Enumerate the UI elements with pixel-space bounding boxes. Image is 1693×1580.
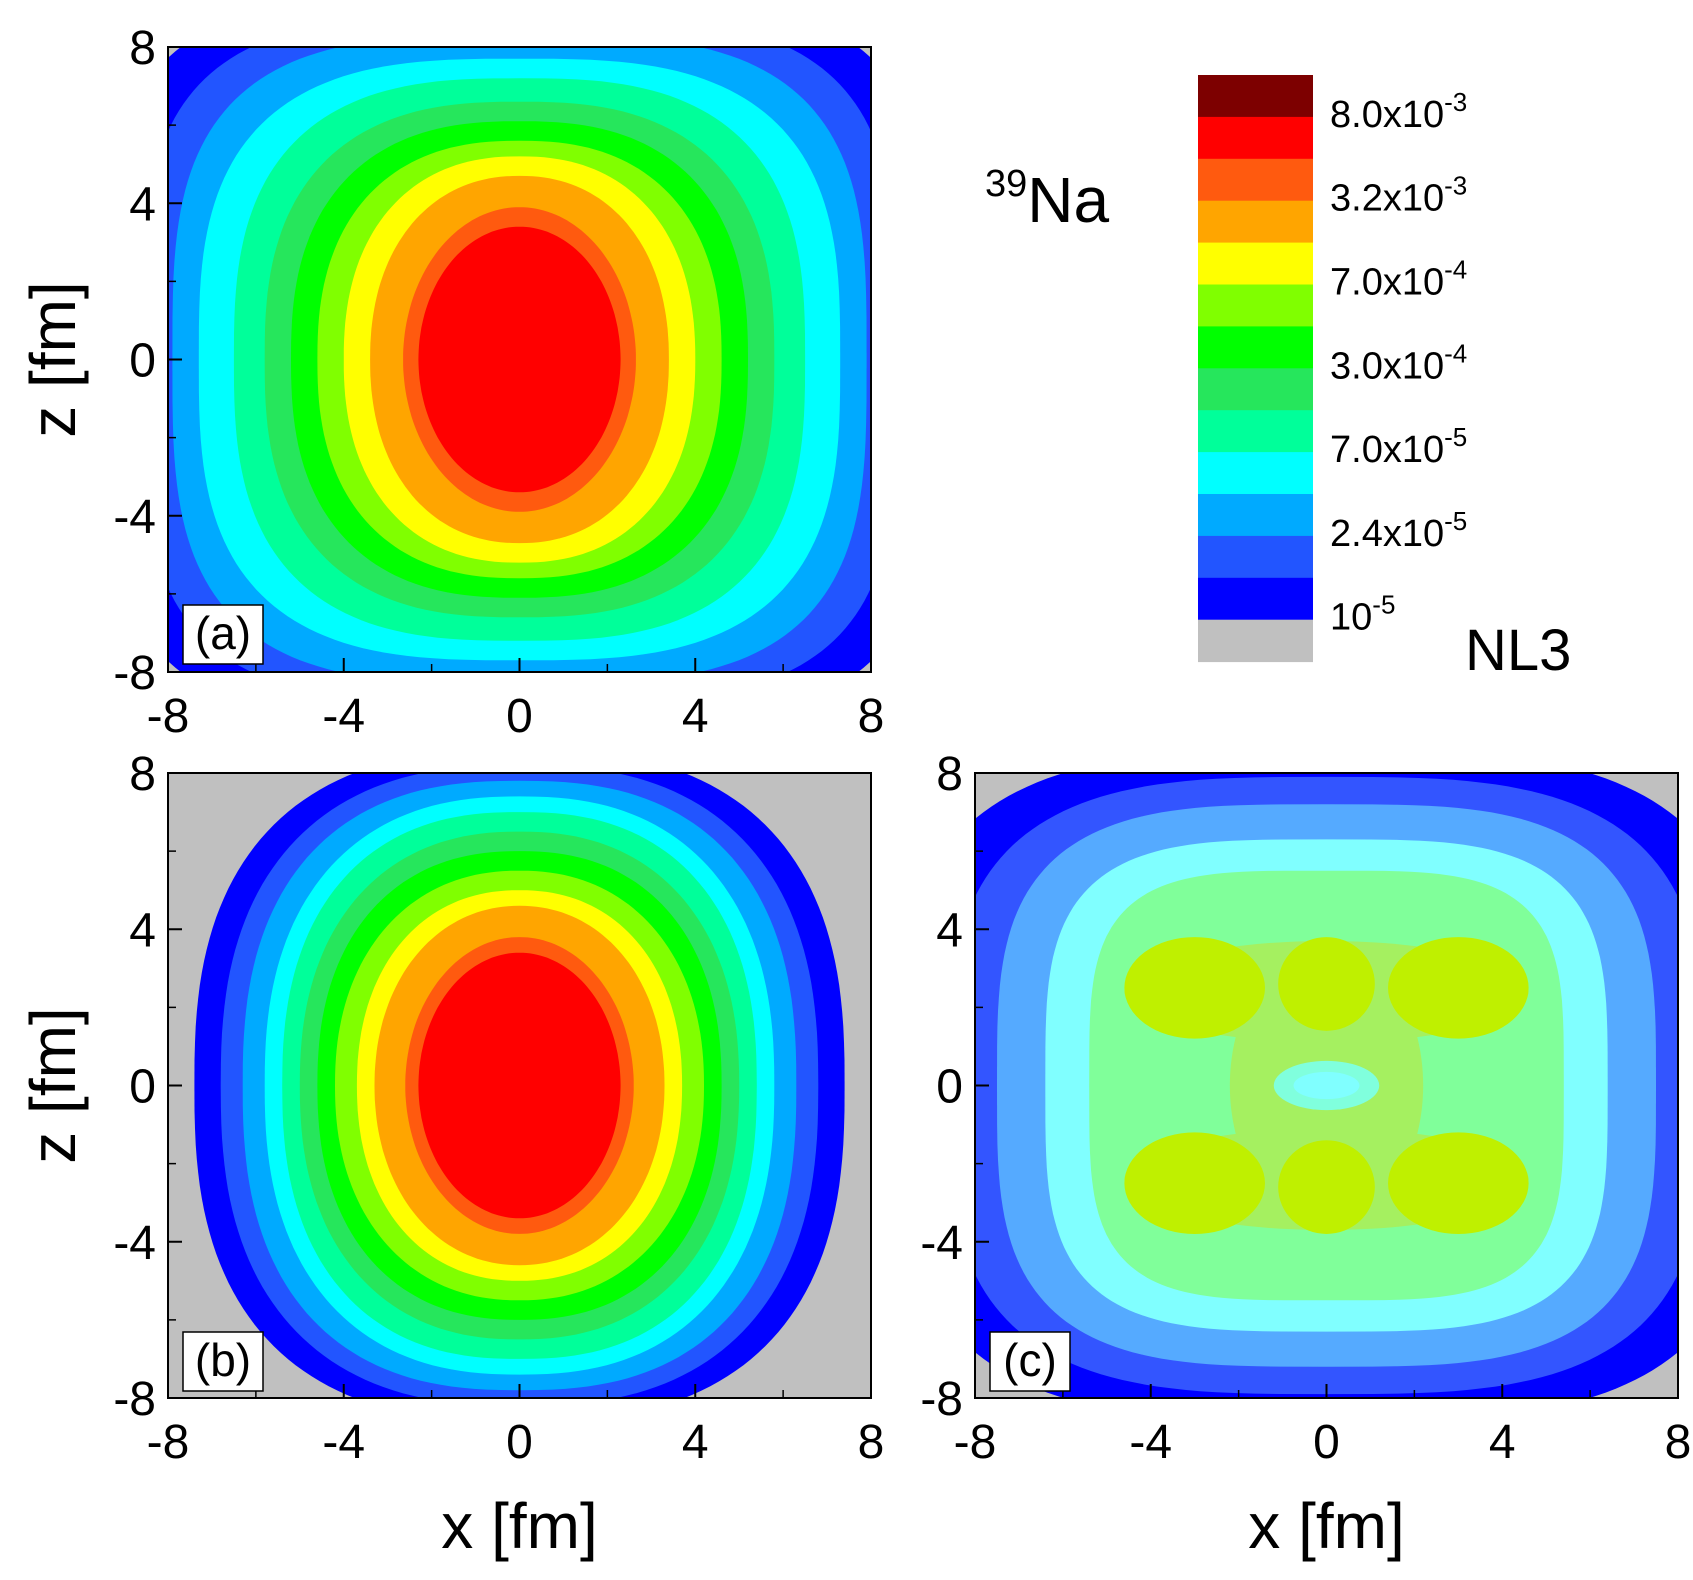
y-tick-label: -4 [920,1217,963,1270]
x-tick-label: 4 [682,690,709,743]
nucleus-label: 39Na [985,163,1110,236]
colorbar-label-10: 2.4x10-5 [1330,506,1467,555]
x-tick-label: -4 [1129,1416,1172,1469]
y-tick-label: 8 [129,748,156,801]
colorbar-label-8: 7.0x10-5 [1330,422,1467,471]
x-tick-label: 0 [506,690,533,743]
x-tick-label: 8 [858,690,885,743]
y-tick-label: 8 [129,22,156,75]
center-minimum [1293,1071,1360,1100]
contour-band-core [418,952,621,1219]
colorbar-swatch-9 [1198,452,1313,495]
colorbar-swatch-8 [1198,410,1313,453]
colorbar-swatch-12 [1198,577,1313,621]
y-tick-label: -8 [113,1373,156,1426]
y-tick-label: 4 [129,178,156,231]
colorbar-swatch-3 [1198,200,1313,244]
y-tick-label: -8 [113,647,156,700]
density-lobe-2 [1388,937,1529,1039]
panel-a: -8-8 -4 -4 0 0 4 4 8 8 z [fm] (a) [17,22,884,743]
colorbar-swatch-5 [1198,284,1313,327]
x-tick-label: 8 [858,1416,885,1469]
panel-c-label: (c) [1003,1334,1057,1386]
y-tick-label: -8 [920,1373,963,1426]
density-lobe-4 [1278,1140,1375,1234]
density-lobe-1 [1278,937,1375,1031]
x-tick-label: 0 [506,1416,533,1469]
colorbar-label-12: 10-5 [1330,590,1395,639]
colorbar-label-4: 7.0x10-4 [1330,255,1467,304]
panel-a-contours [168,47,871,672]
panel-c-axes: -8-8 -4 -4 0 0 4 4 8 8 x [fm] [920,748,1691,1562]
x-axis-label: x [fm] [441,1490,597,1562]
x-tick-label: 8 [1665,1416,1692,1469]
panel-c-contours [975,773,1678,1398]
density-lobe-0 [1124,937,1265,1039]
colorbar-label-0: 8.0x10-3 [1330,87,1467,136]
colorbar-label-6: 3.0x10-4 [1330,338,1467,387]
panel-a-axes: -8-8 -4 -4 0 0 4 4 8 8 z [fm] [17,22,884,743]
panel-b-label: (b) [195,1334,251,1386]
x-tick-label: 4 [682,1416,709,1469]
contour-band-core [418,226,621,493]
nucleus-mass: 39 [985,163,1027,205]
colorbar-swatch-6 [1198,326,1313,369]
y-tick-label: 4 [936,904,963,957]
colorbar-swatch-1 [1198,116,1313,160]
y-tick-label: 8 [936,748,963,801]
x-tick-label: -8 [147,690,190,743]
y-tick-label: 4 [129,904,156,957]
panel-b-contours [168,773,871,1398]
y-axis-label: z [fm] [17,281,89,437]
y-tick-label: -4 [113,491,156,544]
panel-b: -8-8 -4 -4 0 0 4 4 8 8 x [fm] z [fm] (b) [17,748,884,1562]
colorbar-swatch-4 [1198,242,1313,285]
x-tick-label: -8 [954,1416,997,1469]
density-lobe-3 [1124,1132,1265,1234]
x-axis-label: x [fm] [1248,1490,1404,1562]
panel-b-label-box: (b) [182,1331,264,1392]
x-tick-label: -8 [147,1416,190,1469]
x-tick-label: -4 [322,690,365,743]
panel-b-axes: -8-8 -4 -4 0 0 4 4 8 8 x [fm] z [fm] [17,748,884,1562]
colorbar-swatch-10 [1198,494,1313,537]
colorbar-swatch-11 [1198,535,1313,579]
y-tick-label: 0 [129,335,156,388]
y-axis-label: z [fm] [17,1007,89,1163]
x-tick-label: 4 [1489,1416,1516,1469]
panel-a-label: (a) [195,607,251,659]
colorbar-swatch-2 [1198,158,1313,202]
density-lobe-5 [1388,1132,1529,1234]
nucleus-symbol: Na [1027,164,1109,236]
x-tick-label: 0 [1313,1416,1340,1469]
panel-c-label-box: (c) [989,1331,1071,1392]
panel-c: -8-8 -4 -4 0 0 4 4 8 8 x [fm] (c) [920,748,1691,1562]
panel-a-label-box: (a) [182,604,264,665]
y-tick-label: 0 [129,1061,156,1114]
colorbar-swatch-7 [1198,368,1313,411]
y-tick-label: 0 [936,1061,963,1114]
colorbar-swatch-13 [1198,619,1313,663]
model-label: NL3 [1465,618,1571,683]
colorbar-label-2: 3.2x10-3 [1330,171,1467,220]
colorbar: 8.0x10-3 3.2x10-3 7.0x10-4 3.0x10-4 7.0x10-5… [1198,75,1467,663]
colorbar-swatch-0 [1198,75,1313,118]
x-tick-label: -4 [322,1416,365,1469]
y-tick-label: -4 [113,1217,156,1270]
